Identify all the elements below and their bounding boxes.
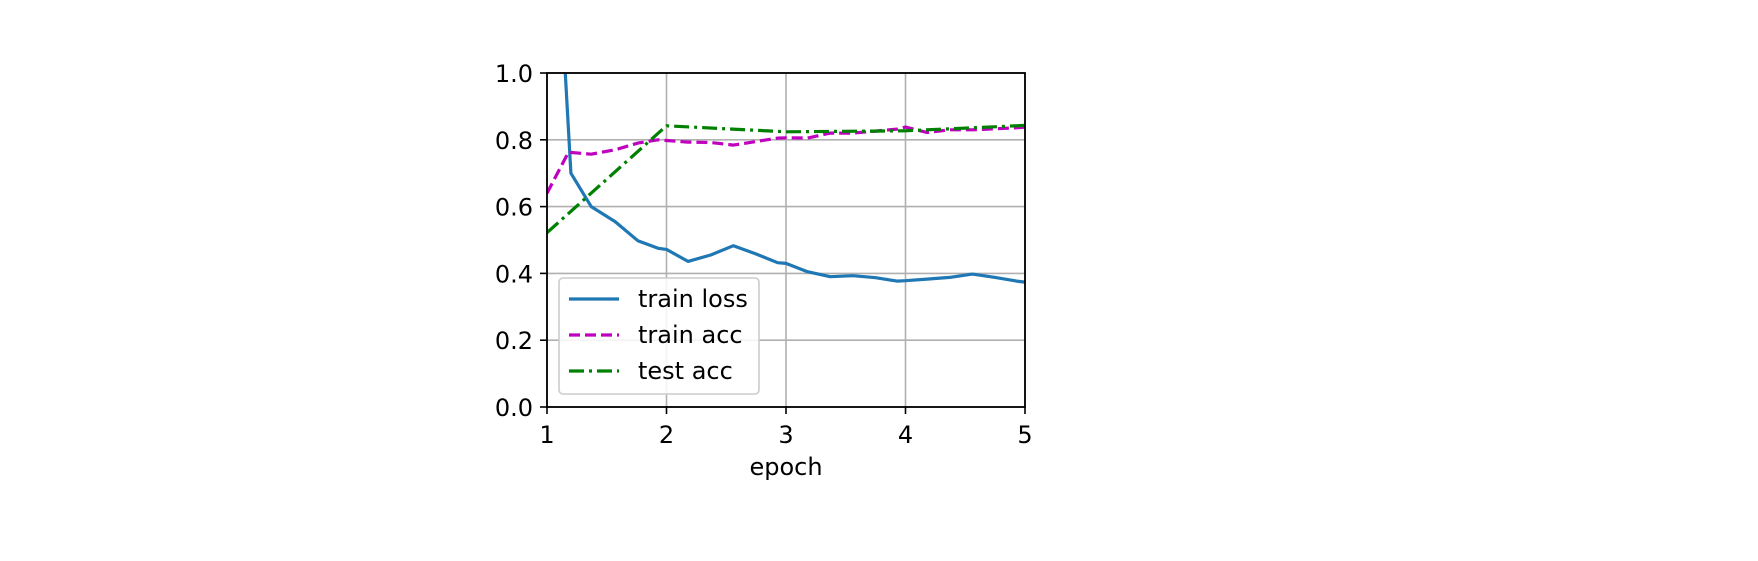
legend-label-train-acc: train acc [638,321,743,349]
y-tick-label: 0.6 [495,194,533,222]
legend-box [558,277,760,395]
series-line-train-acc [547,125,1025,194]
x-tick-label: 4 [898,421,913,449]
x-tick-label: 3 [778,421,793,449]
legend-label-train-loss: train loss [638,285,748,313]
y-tick-label: 1.0 [495,60,533,88]
y-tick-label: 0.8 [495,127,533,155]
series-layer [547,73,1025,284]
y-tick-label: 0.0 [495,394,533,422]
series-line-train-loss [563,73,1025,284]
x-axis-label: epoch [749,453,822,481]
axes-layer: 1 2 3 4 5 0.0 0.2 0.4 0.6 0.8 1.0 [495,60,1033,449]
legend: train loss train acc test acc [558,277,760,395]
series-line-test-acc [547,123,1025,234]
legend-label-test-acc: test acc [638,357,733,385]
x-tick-label: 2 [659,421,674,449]
plot-frame [546,72,1026,408]
x-tick-label: 1 [539,421,554,449]
x-tick-label: 5 [1017,421,1032,449]
y-tick-label: 0.4 [495,260,533,288]
y-tick-label: 0.2 [495,327,533,355]
